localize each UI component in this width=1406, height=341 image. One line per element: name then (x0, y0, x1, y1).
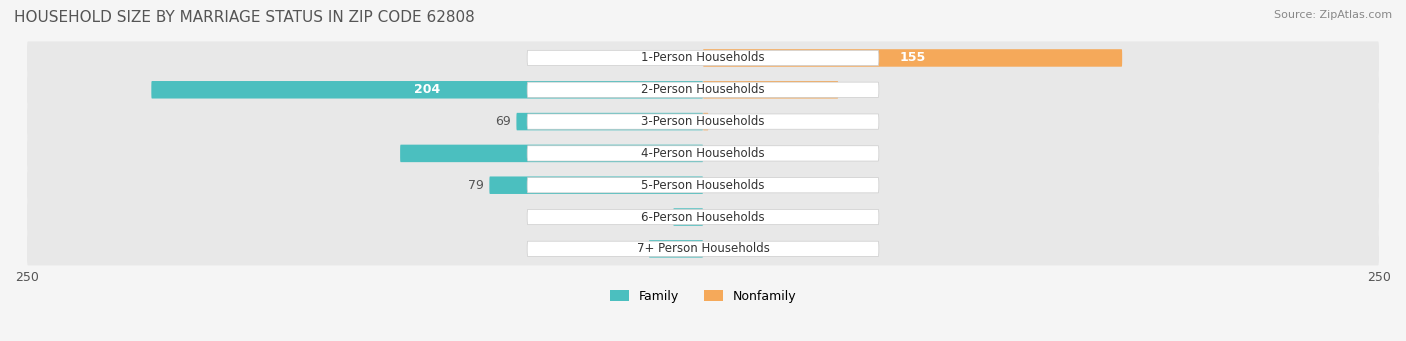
Text: 4-Person Households: 4-Person Households (641, 147, 765, 160)
FancyBboxPatch shape (27, 137, 1379, 170)
Text: 204: 204 (413, 83, 440, 96)
FancyBboxPatch shape (527, 241, 879, 256)
Text: 69: 69 (495, 115, 510, 128)
Text: 3-Person Households: 3-Person Households (641, 115, 765, 128)
Text: 7+ Person Households: 7+ Person Households (637, 242, 769, 255)
FancyBboxPatch shape (27, 201, 1379, 234)
Text: 20: 20 (627, 242, 644, 255)
FancyBboxPatch shape (27, 41, 1379, 74)
FancyBboxPatch shape (489, 177, 703, 194)
FancyBboxPatch shape (527, 146, 879, 161)
Text: 1-Person Households: 1-Person Households (641, 51, 765, 64)
FancyBboxPatch shape (27, 73, 1379, 106)
FancyBboxPatch shape (703, 113, 709, 130)
Text: 112: 112 (538, 147, 565, 160)
FancyBboxPatch shape (527, 209, 879, 225)
FancyBboxPatch shape (27, 105, 1379, 138)
Text: 11: 11 (652, 210, 668, 224)
FancyBboxPatch shape (527, 50, 879, 65)
Text: 155: 155 (900, 51, 925, 64)
Text: 2: 2 (714, 115, 721, 128)
FancyBboxPatch shape (27, 169, 1379, 202)
Text: 6-Person Households: 6-Person Households (641, 210, 765, 224)
FancyBboxPatch shape (673, 208, 703, 226)
FancyBboxPatch shape (650, 240, 703, 257)
Text: 79: 79 (468, 179, 484, 192)
FancyBboxPatch shape (703, 81, 838, 99)
Text: 2-Person Households: 2-Person Households (641, 83, 765, 96)
FancyBboxPatch shape (703, 49, 1122, 67)
Legend: Family, Nonfamily: Family, Nonfamily (610, 290, 796, 303)
FancyBboxPatch shape (527, 114, 879, 129)
FancyBboxPatch shape (527, 82, 879, 98)
Text: 50: 50 (844, 83, 859, 96)
Text: 5-Person Households: 5-Person Households (641, 179, 765, 192)
FancyBboxPatch shape (516, 113, 703, 130)
Text: Source: ZipAtlas.com: Source: ZipAtlas.com (1274, 10, 1392, 20)
FancyBboxPatch shape (401, 145, 703, 162)
FancyBboxPatch shape (152, 81, 703, 99)
FancyBboxPatch shape (27, 232, 1379, 265)
FancyBboxPatch shape (527, 178, 879, 193)
Text: HOUSEHOLD SIZE BY MARRIAGE STATUS IN ZIP CODE 62808: HOUSEHOLD SIZE BY MARRIAGE STATUS IN ZIP… (14, 10, 475, 25)
